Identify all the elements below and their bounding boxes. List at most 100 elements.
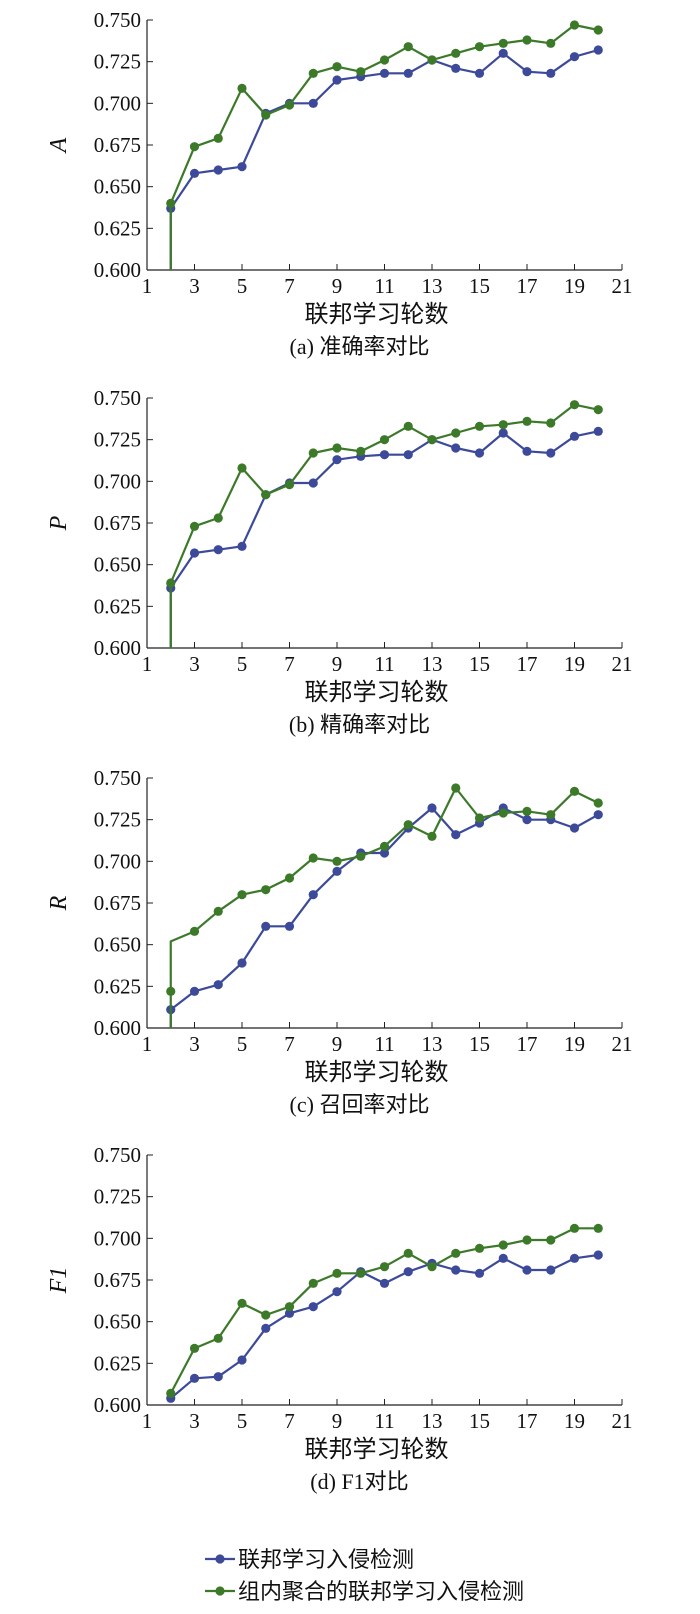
- series-1-point-18: [546, 448, 556, 458]
- x-tick-label: 5: [237, 652, 248, 676]
- series-1-point-12: [403, 68, 413, 78]
- x-tick-label: 17: [517, 274, 538, 298]
- series-1-point-3: [189, 168, 200, 178]
- x-tick-label: 9: [332, 652, 343, 676]
- series-2-point-2: [166, 198, 176, 208]
- x-tick-label: 21: [612, 1032, 633, 1056]
- x-tick-label: 9: [332, 1032, 343, 1056]
- series-1-point-14: [451, 830, 461, 840]
- x-tick-label: 11: [374, 274, 394, 298]
- series-2-point-8: [308, 68, 318, 78]
- series-2-point-12: [403, 1248, 413, 1258]
- series-2-point-13: [427, 435, 437, 445]
- series-1-point-20: [593, 810, 603, 820]
- x-tick-label: 19: [564, 274, 585, 298]
- x-tick-label: 5: [237, 274, 248, 298]
- series-2-point-9: [332, 1268, 342, 1278]
- legend-label-series-1: 联邦学习入侵检测: [238, 1547, 414, 1572]
- x-axis-label: 联邦学习轮数: [305, 1436, 449, 1463]
- y-tick-label: 0.725: [94, 1185, 141, 1209]
- y-tick-label: 0.700: [94, 91, 141, 115]
- y-tick-label: 0.600: [94, 636, 141, 660]
- series-2-point-12: [403, 820, 413, 830]
- series-1-point-16: [498, 1253, 508, 1263]
- series-1-point-7: [284, 921, 295, 931]
- y-tick-label: 0.725: [94, 50, 141, 74]
- series-2-point-20: [593, 405, 603, 415]
- x-tick-label: 19: [564, 1409, 585, 1433]
- x-tick-label: 11: [374, 1032, 394, 1056]
- panel-caption: (a) 准确率对比: [290, 334, 430, 359]
- x-tick-label: 17: [517, 1032, 538, 1056]
- series-2-point-19: [569, 20, 580, 30]
- x-tick-label: 19: [564, 652, 585, 676]
- y-tick-label: 0.750: [94, 8, 141, 32]
- series-2-point-7: [284, 480, 295, 490]
- legend-label-series-2: 组内聚合的联邦学习入侵检测: [238, 1579, 524, 1604]
- series-1-point-20: [593, 1250, 603, 1260]
- series-1-point-14: [451, 63, 461, 73]
- series-1-point-15: [474, 68, 485, 78]
- y-tick-label: 0.600: [94, 258, 141, 282]
- x-tick-label: 19: [564, 1032, 585, 1056]
- series-1-point-15: [474, 448, 485, 458]
- series-line-1: [170, 1253, 599, 1400]
- series-2-point-4: [213, 1333, 223, 1343]
- y-tick-label: 0.700: [94, 1226, 141, 1250]
- y-tick-label: 0.650: [94, 933, 141, 957]
- series-1-point-11: [379, 450, 390, 460]
- x-tick-label: 1: [142, 652, 153, 676]
- series-2-point-2: [166, 578, 176, 588]
- x-tick-label: 17: [517, 652, 538, 676]
- legend: 联邦学习入侵检测 组内聚合的联邦学习入侵检测: [205, 1547, 524, 1604]
- series-1-point-4: [213, 980, 223, 990]
- series-2-point-15: [474, 42, 485, 52]
- series-1-point-18: [546, 1265, 556, 1275]
- series-1-point-14: [451, 443, 461, 453]
- x-axis-label: 联邦学习轮数: [305, 679, 449, 706]
- y-axis-label: R: [46, 895, 72, 911]
- series-line-2: [169, 1227, 599, 1394]
- x-tick-label: 13: [422, 1409, 443, 1433]
- y-tick-label: 0.625: [94, 1351, 141, 1375]
- x-tick-label: 9: [332, 274, 343, 298]
- series-2-point-18: [546, 1235, 556, 1245]
- series-1-point-3: [189, 548, 200, 558]
- series-2-point-10: [356, 851, 366, 861]
- x-tick-label: 3: [189, 274, 200, 298]
- x-tick-label: 7: [284, 1032, 295, 1056]
- y-tick-label: 0.700: [94, 849, 141, 873]
- series-2-point-7: [284, 873, 295, 883]
- series-2-point-9: [332, 443, 342, 453]
- x-tick-label: 5: [237, 1409, 248, 1433]
- y-axis-label: A: [46, 137, 72, 154]
- series-1-point-19: [569, 823, 580, 833]
- series-2-point-3: [189, 1343, 200, 1353]
- series-2-point-18: [546, 810, 556, 820]
- x-tick-label: 15: [469, 1409, 490, 1433]
- series-2-point-6: [261, 110, 271, 120]
- series-1-point-5: [237, 958, 247, 968]
- series-2-point-11: [379, 841, 390, 851]
- series-2-point-2: [166, 986, 176, 996]
- series-2-point-10: [356, 1268, 366, 1278]
- series-1-point-13: [427, 803, 437, 813]
- y-tick-label: 0.675: [94, 511, 141, 535]
- series-1-point-16: [498, 48, 508, 58]
- series-2-point-16: [498, 808, 508, 818]
- series-2-point-15: [474, 421, 485, 431]
- series-2-point-17: [522, 1235, 532, 1245]
- x-axis-label: 联邦学习轮数: [305, 1059, 449, 1086]
- series-1-point-4: [213, 165, 223, 175]
- series-2-point-3: [189, 142, 200, 152]
- series-1-point-19: [569, 1253, 580, 1263]
- y-tick-label: 0.725: [94, 428, 141, 452]
- series-1-point-6: [261, 921, 271, 931]
- series-1-point-5: [237, 541, 247, 551]
- x-tick-label: 13: [422, 1032, 443, 1056]
